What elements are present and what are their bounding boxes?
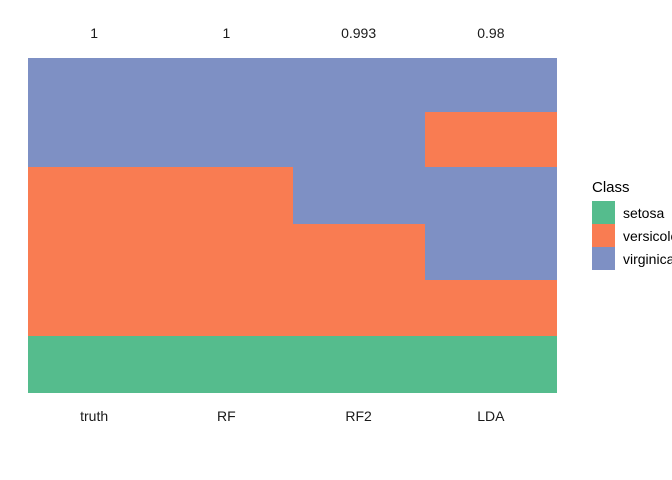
x-axis-label-rf2: RF2 (345, 408, 372, 424)
column-LDA (424, 58, 557, 393)
segment-truth-setosa (28, 336, 161, 393)
segment-truth-versicolor (28, 167, 161, 337)
legend-item-virginica: virginica (592, 247, 672, 270)
x-axis-label-lda: LDA (477, 408, 505, 424)
column-RF2 (292, 58, 425, 393)
column-truth (28, 58, 161, 393)
setosa-swatch-icon (592, 201, 615, 224)
segment-LDA-virginica (424, 58, 557, 113)
virginica-swatch-icon (592, 247, 615, 270)
segment-RF2-virginica (292, 58, 425, 225)
legend-item-setosa: setosa (592, 201, 672, 224)
legend-item-versicolor: versicolor (592, 224, 672, 247)
accuracy-label-rf: 1 (222, 25, 231, 41)
accuracy-labels-row: 1 1 0.993 0.98 (28, 26, 557, 40)
legend-label-versicolor: versicolor (623, 227, 672, 244)
segment-RF2-versicolor (292, 224, 425, 337)
segment-RF-virginica (160, 58, 293, 168)
accuracy-label-truth: 1 (90, 25, 99, 41)
segment-LDA-virginica (424, 167, 557, 281)
legend-label-setosa: setosa (623, 204, 665, 221)
segment-RF-setosa (160, 336, 293, 393)
segment-RF-versicolor (160, 167, 293, 337)
column-RF (160, 58, 293, 393)
segment-truth-virginica (28, 58, 161, 168)
accuracy-label-lda: 0.98 (477, 25, 505, 41)
legend-title: Class (592, 179, 630, 196)
accuracy-label-rf2: 0.993 (341, 25, 377, 41)
x-axis-labels-row: truth RF RF2 LDA (28, 409, 557, 424)
legend-items: setosa versicolor virginica (592, 201, 672, 270)
x-axis-label-rf: RF (217, 408, 236, 424)
x-axis-label-truth: truth (80, 408, 109, 424)
plot-area (28, 58, 557, 393)
versicolor-swatch-icon (592, 224, 615, 247)
legend-label-virginica: virginica (623, 250, 672, 267)
segment-RF2-setosa (292, 336, 425, 393)
segment-LDA-versicolor (424, 112, 557, 168)
segment-LDA-setosa (424, 336, 557, 393)
legend: Class setosa versicolor virginica (592, 180, 672, 270)
segment-LDA-versicolor (424, 280, 557, 337)
